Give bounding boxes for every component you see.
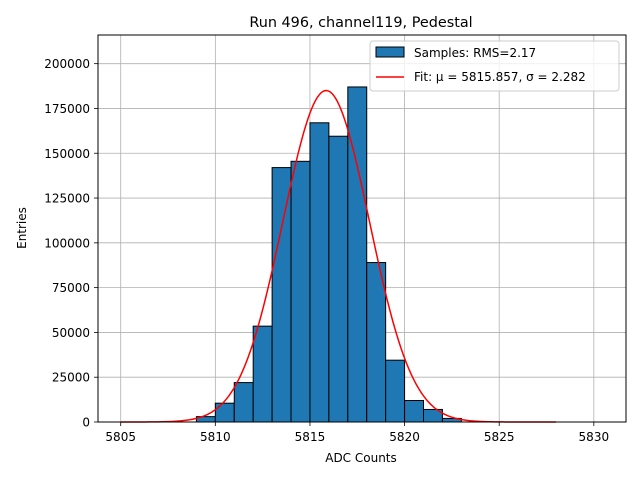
y-tick-label: 0 [82,416,90,430]
y-axis-ticks: 0 25000 50000 75000 100000 125000 150000 175000… [44,57,98,430]
histogram-bar [233,382,254,423]
x-tick-label: 5830 [579,430,610,444]
chart-title: Run 496, channel119, Pedestal [249,15,472,31]
x-axis-label: ADC Counts [325,451,397,465]
histogram-bar [271,167,292,423]
y-tick-label: 150000 [44,147,90,161]
y-tick-label: 175000 [44,102,90,116]
legend-fit-label: Fit: μ = 5815.857, σ = 2.282 [414,70,586,84]
x-tick-label: 5825 [484,430,515,444]
y-tick-label: 75000 [52,281,90,295]
x-tick-label: 5810 [200,430,231,444]
histogram-bar [252,325,273,423]
histogram-bar [290,160,311,423]
histogram-bars [195,86,462,423]
y-tick-label: 125000 [44,192,90,206]
y-tick-label: 50000 [52,326,90,340]
histogram-bar [404,400,425,423]
x-tick-label: 5805 [105,430,136,444]
y-axis-label: Entries [15,207,29,249]
axes-frame [97,34,627,423]
histogram-bar [366,262,387,423]
legend-histogram-label: Samples: RMS=2.17 [414,46,536,60]
histogram-bar [385,359,406,423]
histogram-bar [309,122,330,423]
histogram-bar [328,135,349,423]
histogram-bar [214,402,235,423]
legend-histogram-swatch [375,46,405,58]
x-tick-label: 5815 [295,430,326,444]
x-axis-ticks: 5805 5810 5815 5820 5825 5830 [105,422,609,444]
y-tick-label: 200000 [44,57,90,71]
legend-box [369,40,620,92]
y-tick-label: 25000 [52,371,90,385]
x-tick-label: 5820 [389,430,420,444]
y-tick-label: 100000 [44,236,90,250]
legend: Samples: RMS=2.17 Fit: μ = 5815.857, σ =… [369,40,620,92]
